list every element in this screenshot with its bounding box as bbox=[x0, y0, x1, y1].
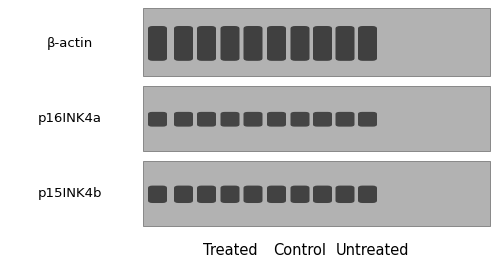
FancyBboxPatch shape bbox=[148, 185, 167, 203]
FancyBboxPatch shape bbox=[142, 86, 490, 151]
FancyBboxPatch shape bbox=[174, 112, 193, 126]
FancyBboxPatch shape bbox=[313, 185, 332, 203]
FancyBboxPatch shape bbox=[290, 112, 310, 126]
FancyBboxPatch shape bbox=[142, 8, 490, 76]
FancyBboxPatch shape bbox=[142, 161, 490, 226]
Text: β-actin: β-actin bbox=[47, 37, 93, 50]
FancyBboxPatch shape bbox=[358, 112, 377, 126]
FancyBboxPatch shape bbox=[148, 112, 167, 126]
FancyBboxPatch shape bbox=[220, 26, 240, 61]
FancyBboxPatch shape bbox=[267, 185, 286, 203]
FancyBboxPatch shape bbox=[290, 26, 310, 61]
FancyBboxPatch shape bbox=[197, 112, 216, 126]
FancyBboxPatch shape bbox=[336, 112, 354, 126]
FancyBboxPatch shape bbox=[267, 112, 286, 126]
FancyBboxPatch shape bbox=[174, 185, 193, 203]
FancyBboxPatch shape bbox=[336, 26, 354, 61]
FancyBboxPatch shape bbox=[197, 185, 216, 203]
Text: Control: Control bbox=[274, 243, 326, 258]
FancyBboxPatch shape bbox=[336, 185, 354, 203]
FancyBboxPatch shape bbox=[220, 112, 240, 126]
FancyBboxPatch shape bbox=[220, 185, 240, 203]
Text: p16INK4a: p16INK4a bbox=[38, 112, 102, 125]
FancyBboxPatch shape bbox=[174, 26, 193, 61]
FancyBboxPatch shape bbox=[313, 112, 332, 126]
FancyBboxPatch shape bbox=[197, 26, 216, 61]
FancyBboxPatch shape bbox=[244, 185, 262, 203]
FancyBboxPatch shape bbox=[358, 26, 377, 61]
FancyBboxPatch shape bbox=[148, 26, 167, 61]
FancyBboxPatch shape bbox=[267, 26, 286, 61]
FancyBboxPatch shape bbox=[244, 112, 262, 126]
FancyBboxPatch shape bbox=[290, 185, 310, 203]
Text: p15INK4b: p15INK4b bbox=[38, 187, 102, 200]
Text: Untreated: Untreated bbox=[336, 243, 409, 258]
FancyBboxPatch shape bbox=[244, 26, 262, 61]
Text: Treated: Treated bbox=[202, 243, 258, 258]
FancyBboxPatch shape bbox=[358, 185, 377, 203]
FancyBboxPatch shape bbox=[313, 26, 332, 61]
